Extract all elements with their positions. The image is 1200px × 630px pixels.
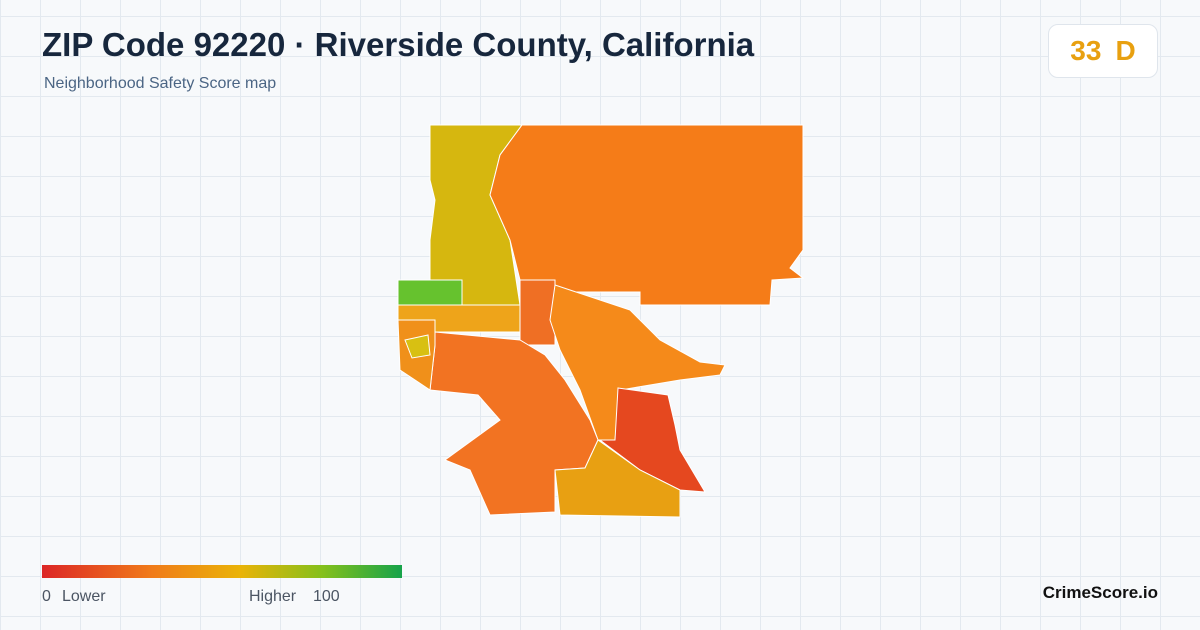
region xyxy=(549,284,726,441)
legend-max: 100 xyxy=(313,588,340,605)
score-badge: 33 D xyxy=(1048,24,1158,78)
region xyxy=(519,279,556,346)
title: ZIP Code 92220 · Riverside County, Calif… xyxy=(42,26,755,63)
region xyxy=(397,279,463,306)
legend-gradient xyxy=(42,565,402,578)
region xyxy=(489,124,805,306)
legend-min: 0 xyxy=(42,588,51,605)
region xyxy=(429,331,599,516)
legend-high-label: Higher xyxy=(249,588,297,605)
brand: CrimeScore.io xyxy=(1042,583,1158,602)
region xyxy=(554,439,681,518)
grade: D xyxy=(1115,35,1136,66)
region xyxy=(598,387,706,493)
legend-low-label: Lower xyxy=(62,588,106,605)
score: 33 xyxy=(1070,35,1102,66)
region xyxy=(404,334,431,359)
subtitle: Neighborhood Safety Score map xyxy=(44,75,277,92)
